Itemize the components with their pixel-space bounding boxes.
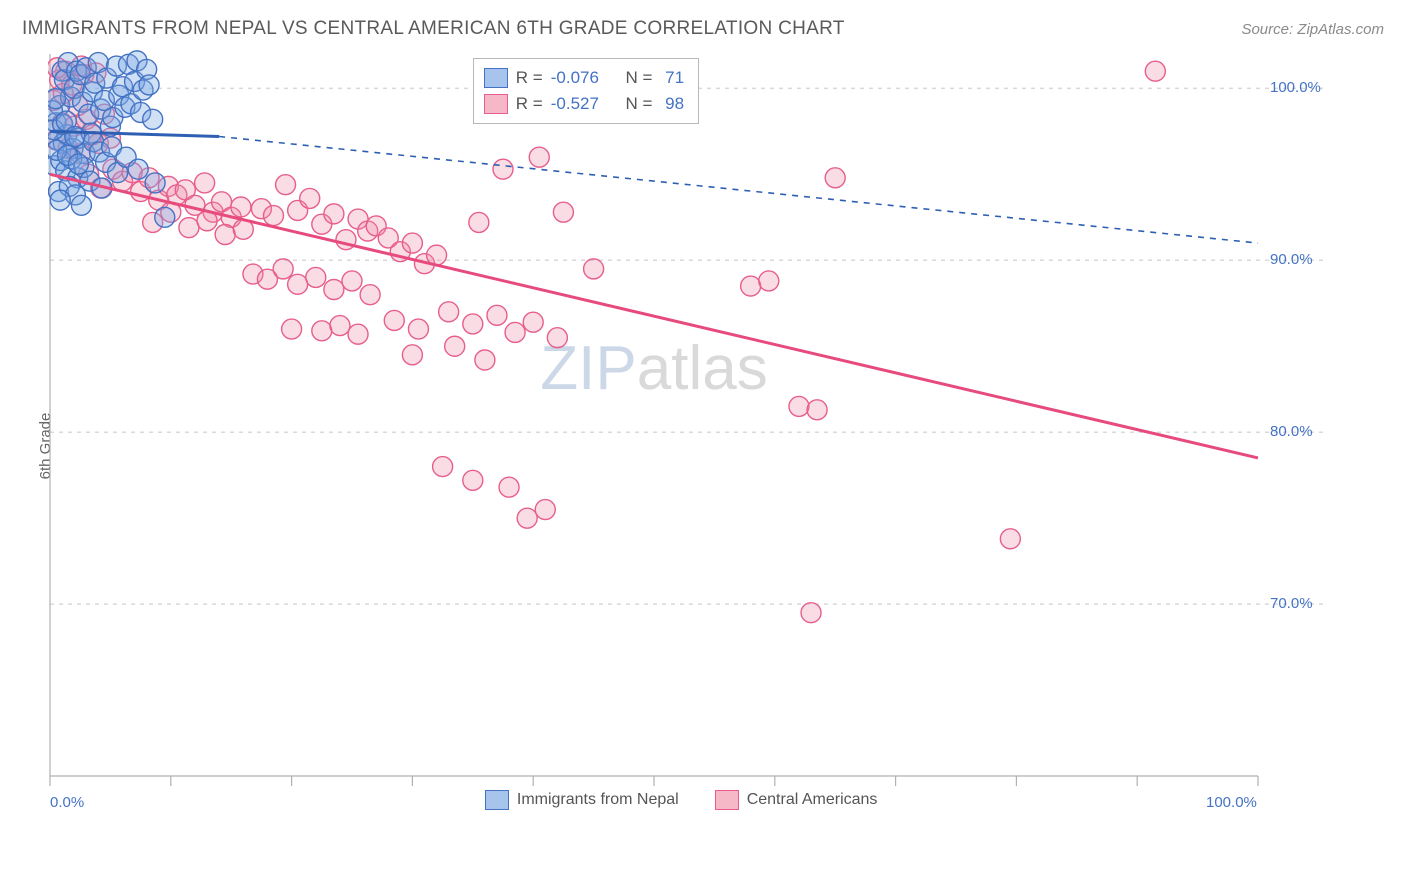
r-value: -0.076 [551,65,613,91]
point-central_americans [517,508,537,528]
point-central_americans [330,316,350,336]
legend-swatch [484,94,508,114]
point-nepal [128,159,148,179]
trendline-central_americans [50,174,1258,458]
point-central_americans [584,259,604,279]
r-label: R = [516,65,543,91]
point-central_americans [324,280,344,300]
chart-header: IMMIGRANTS FROM NEPAL VS CENTRAL AMERICA… [22,18,1384,40]
point-central_americans [402,345,422,365]
point-central_americans [179,218,199,238]
correlation-legend: R = -0.076 N = 71 R = -0.527 N = 98 [473,58,699,124]
watermark: ZIPatlas [540,334,767,403]
point-central_americans [276,175,296,195]
point-central_americans [547,328,567,348]
point-central_americans [505,322,525,342]
legend-swatch [484,68,508,88]
y-tick-label: 70.0% [1270,595,1313,612]
r-value: -0.527 [551,91,613,117]
point-nepal [50,190,70,210]
point-central_americans [789,396,809,416]
x-tick-label: 100.0% [1206,794,1257,811]
point-central_americans [475,350,495,370]
point-central_americans [231,197,251,217]
point-central_americans [535,500,555,520]
n-value: 98 [660,91,684,117]
point-central_americans [402,233,422,253]
n-label: N = [621,91,653,117]
point-nepal [68,154,88,174]
point-central_americans [529,147,549,167]
chart-title: IMMIGRANTS FROM NEPAL VS CENTRAL AMERICA… [22,18,845,40]
correlation-legend-row: R = -0.527 N = 98 [484,91,684,117]
point-central_americans [288,274,308,294]
y-tick-label: 100.0% [1270,79,1321,96]
point-central_americans [408,319,428,339]
point-central_americans [439,302,459,322]
point-nepal [155,207,175,227]
point-central_americans [282,319,302,339]
series-legend-item: Immigrants from Nepal [485,790,679,810]
point-central_americans [263,206,283,226]
point-central_americans [433,457,453,477]
point-central_americans [493,159,513,179]
legend-swatch [485,790,509,810]
point-central_americans [553,202,573,222]
point-central_americans [1000,529,1020,549]
series-legend: Immigrants from Nepal Central Americans [485,790,878,810]
point-central_americans [801,603,821,623]
point-nepal [71,195,91,215]
point-nepal [139,75,159,95]
point-nepal [65,127,85,147]
point-nepal [145,173,165,193]
x-tick-label: 0.0% [50,794,84,811]
r-label: R = [516,91,543,117]
point-central_americans [469,212,489,232]
point-central_americans [487,305,507,325]
point-central_americans [759,271,779,291]
point-central_americans [324,204,344,224]
point-central_americans [195,173,215,193]
point-central_americans [741,276,761,296]
legend-swatch [715,790,739,810]
point-central_americans [1145,61,1165,81]
point-central_americans [360,285,380,305]
series-legend-label: Central Americans [747,791,878,809]
point-central_americans [445,336,465,356]
point-central_americans [463,470,483,490]
series-legend-item: Central Americans [715,790,878,810]
point-central_americans [825,168,845,188]
point-central_americans [306,267,326,287]
correlation-legend-row: R = -0.076 N = 71 [484,65,684,91]
point-central_americans [342,271,362,291]
point-central_americans [215,225,235,245]
scatter-chart: ZIPatlas [48,48,1326,818]
point-central_americans [523,312,543,332]
point-central_americans [463,314,483,334]
n-value: 71 [660,65,684,91]
y-tick-label: 90.0% [1270,251,1313,268]
chart-source: Source: ZipAtlas.com [1241,21,1384,38]
point-central_americans [807,400,827,420]
point-central_americans [300,188,320,208]
point-central_americans [348,324,368,344]
n-label: N = [621,65,653,91]
y-tick-label: 80.0% [1270,423,1313,440]
point-nepal [143,109,163,129]
point-central_americans [384,310,404,330]
point-central_americans [273,259,293,279]
plot-area: ZIPatlas 70.0% 80.0% 90.0% 100.0% 0.0% 100.0%… [48,48,1384,838]
point-central_americans [312,321,332,341]
series-legend-label: Immigrants from Nepal [517,791,679,809]
point-central_americans [499,477,519,497]
point-nepal [48,89,65,109]
